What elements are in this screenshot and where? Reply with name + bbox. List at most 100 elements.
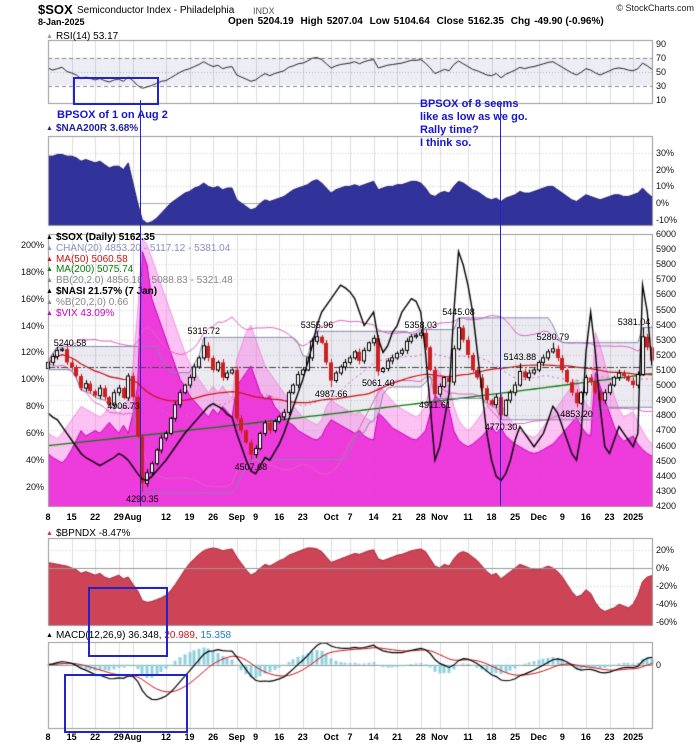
macd-signal-value: 20.989, [164, 630, 198, 641]
low-label: Low [369, 16, 390, 27]
macd-hist-value: 15.358 [200, 630, 232, 641]
legend-text: $NASI 21.57% (7 Jan) [55, 286, 158, 297]
legend-item: ▲ CHAN(20) 4853.20 - 5117.12 - 5381.04 [46, 243, 230, 254]
legend-marker-icon: ▲ [46, 309, 53, 317]
date-axis-label-bottom: 23 [604, 732, 615, 742]
index-name: Semiconductor Index - Philadelphia [77, 5, 235, 16]
bpndx-axis-label: -20% [656, 581, 678, 592]
percent-axis-label: 180% [20, 266, 44, 277]
price-callout: 4853.20 [560, 409, 593, 420]
percent-axis-label: 100% [20, 374, 44, 385]
legend-item: ▲ $SOX (Daily) 5162.35 [46, 232, 155, 243]
price-callout: 5358.03 [404, 320, 438, 330]
date-axis-label-top: 11 [463, 512, 473, 522]
bpndx-label-text: $BPNDX -8.47% [55, 528, 131, 539]
price-callout: 5445.08 [442, 306, 475, 317]
percent-axis-label: 140% [20, 320, 44, 331]
price-axis-label: 5400 [656, 319, 677, 330]
legend-marker-icon: ▲ [46, 266, 53, 274]
price-axis-label: 4200 [656, 501, 677, 511]
date-axis-label-top: 28 [415, 512, 426, 522]
price-axis-label: 5300 [656, 334, 677, 345]
date-axis-label-bottom: 22 [90, 732, 101, 742]
date-axis-label-top: 7 [347, 512, 353, 522]
legend-marker-icon: ▲ [46, 288, 53, 295]
rsi-marker-icon: ▲ [46, 33, 53, 40]
date-axis-label-top: 16 [580, 512, 591, 522]
legend-text: CHAN(20) 4853.20 - 5117.12 - 5381.04 [55, 242, 231, 254]
annotation-box-rsi [73, 77, 159, 105]
date-axis-label-top: 23 [297, 512, 308, 522]
percent-axis-label: 160% [20, 293, 44, 304]
price-axis-label: 5500 [656, 304, 677, 315]
price-callout: 4906.73 [107, 401, 140, 412]
date-axis-label-bottom: 11 [463, 732, 473, 742]
date-axis-label-top: 9 [559, 512, 565, 522]
percent-axis-label: 120% [20, 347, 44, 358]
annotation-line: Rally time? [420, 124, 479, 136]
chg-value: -49.90 (-0.96%) [534, 16, 604, 27]
legend-marker-icon: ▲ [46, 298, 53, 306]
price-callout: 4290.35 [126, 494, 159, 505]
price-axis-label: 4900 [656, 395, 677, 406]
annotation-box-macd [64, 674, 188, 733]
percent-axis-label: 20% [25, 482, 44, 493]
high-value: 5207.04 [326, 16, 363, 27]
annotation-note-bpsox8: BPSOX of 8 seems like as low as we go. R… [420, 98, 528, 150]
date-axis-label-top: Oct [323, 512, 339, 522]
date-axis-label-top: Nov [431, 512, 449, 522]
bpndx-axis-label: 0% [656, 562, 670, 573]
price-axis-label: 4600 [656, 440, 677, 451]
date-axis-label-bottom: 28 [415, 732, 426, 742]
rsi-panel-label: ▲ RSI(14) 53.17 [46, 31, 118, 42]
price-callout: 5280.79 [536, 331, 570, 342]
date-axis-label-top: 15 [66, 512, 77, 522]
price-axis-label: 5600 [656, 289, 677, 300]
macd-label-text: MACD(12,26,9) [55, 630, 126, 641]
annotation-note-aug2: BPSOX of 1 on Aug 2 [57, 109, 168, 121]
bpndx-axis-label: -60% [656, 617, 678, 628]
legend-marker-icon: ▲ [46, 255, 53, 263]
date-axis-label-top: Dec [530, 512, 548, 522]
legend-marker-icon: ▲ [46, 277, 53, 285]
ohlc-row: Open 5204.19 High 5207.04 Low 5104.64 Close… [228, 16, 608, 27]
naa200r-label-text: $NAA200R 3.68% [55, 123, 139, 134]
date-axis-label-top: 16 [274, 512, 285, 522]
date-axis-label-bottom: 9 [559, 732, 565, 742]
open-label: Open [228, 16, 254, 27]
percent-axis-label: 60% [25, 428, 44, 439]
annotation-line: like as low as we go. [420, 111, 528, 123]
price-axis-label: 4500 [656, 455, 677, 466]
legend-text: %B(20,2,0) 0.66 [55, 296, 129, 308]
rsi-axis-label: 30 [656, 80, 667, 91]
date-axis-label-top: 19 [184, 512, 195, 522]
rsi-label-text: RSI(14) 53.17 [55, 31, 119, 42]
macd-marker-icon: ▲ [46, 632, 53, 639]
date-axis-label-bottom: 25 [510, 732, 521, 742]
price-callout: 4507.68 [234, 461, 268, 472]
annotation-box-bpndx [88, 587, 168, 657]
date-axis-label-bottom: 18 [486, 732, 497, 742]
naa200r-axis-label: 10% [656, 181, 675, 192]
date-axis-label-top: Sep [228, 512, 246, 522]
date-axis-label-top: 14 [368, 512, 379, 522]
date-axis-label-top: Aug [124, 512, 142, 522]
close-value: 5162.35 [467, 16, 504, 27]
bpndx-axis-label: -40% [656, 599, 678, 610]
legend-item: ▲ %B(20,2,0) 0.66 [46, 297, 128, 308]
naa200r-axis-label: 30% [656, 147, 675, 158]
price-callout: 5381.04 [617, 316, 651, 327]
naa200r-axis-label: 0% [656, 198, 670, 209]
legend-text: $VIX 43.09% [55, 307, 115, 319]
date-axis-label-bottom: 23 [297, 732, 308, 742]
date-axis-label-bottom: 19 [184, 732, 195, 742]
price-axis-label: 4400 [656, 470, 677, 481]
date-axis-label-bottom: 15 [66, 732, 77, 742]
percent-axis-label: 80% [25, 401, 44, 412]
naa200r-axis-label: -10% [656, 214, 678, 225]
price-axis-label: 4300 [656, 485, 677, 496]
low-value: 5104.64 [393, 16, 430, 27]
date-axis-label-bottom: 16 [580, 732, 591, 742]
legend-item: ▲ MA(200) 5075.74 [46, 264, 133, 275]
symbol: $SOX [38, 2, 73, 17]
